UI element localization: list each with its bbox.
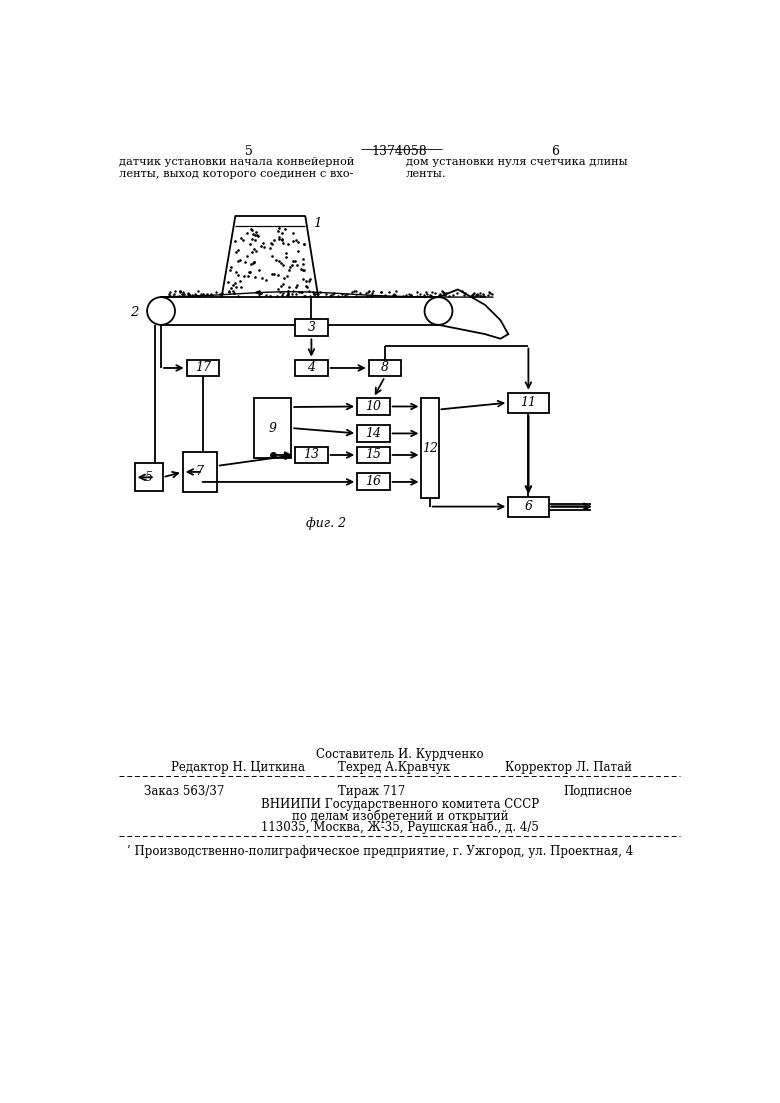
Text: 5: 5 (144, 471, 153, 484)
Bar (183, 452, 217, 492)
Text: Составитель И. Курдченко: Составитель И. Курдченко (316, 748, 484, 761)
Text: 2: 2 (130, 306, 139, 319)
Text: 11: 11 (520, 396, 537, 409)
Bar (509, 393, 548, 413)
Text: ленты, выход которого соединен с вхо-: ленты, выход которого соединен с вхо- (119, 169, 353, 179)
Text: 13: 13 (303, 449, 319, 461)
Text: ВНИИПИ Государственного комитета СССР: ВНИИПИ Государственного комитета СССР (261, 797, 539, 811)
Text: 10: 10 (365, 400, 381, 413)
Text: датчик установки начала конвейерной: датчик установки начала конвейерной (119, 157, 355, 167)
Text: 15: 15 (365, 449, 381, 461)
Text: 7: 7 (196, 465, 204, 479)
Text: Корректор Л. Патай: Корректор Л. Патай (505, 761, 633, 774)
Text: 3: 3 (307, 321, 315, 334)
Text: 17: 17 (195, 362, 211, 375)
Text: Подписное: Подписное (563, 784, 633, 797)
Text: фиг. 2: фиг. 2 (306, 517, 346, 531)
Bar (357, 425, 390, 442)
Text: 16: 16 (365, 475, 381, 489)
Text: ленты.: ленты. (406, 169, 447, 179)
Text: дом установки нуля счетчика длины: дом установки нуля счетчика длины (406, 157, 628, 167)
Text: 6: 6 (551, 144, 558, 158)
Text: 1: 1 (313, 216, 321, 229)
Bar (295, 360, 328, 376)
Bar (254, 398, 291, 458)
Bar (295, 447, 328, 463)
Text: Редактор Н. Циткина: Редактор Н. Циткина (171, 761, 305, 774)
Text: по делам изобретений и открытий: по делам изобретений и открытий (292, 810, 508, 823)
Bar (357, 398, 390, 415)
Bar (369, 360, 401, 376)
Bar (357, 473, 390, 491)
Text: 113035, Москва, Ж-35, Раушская наб., д. 4/5: 113035, Москва, Ж-35, Раушская наб., д. … (261, 821, 539, 834)
Text: Техред А.Кравчук: Техред А.Кравчук (338, 761, 450, 774)
Text: 5: 5 (245, 144, 253, 158)
Bar (295, 320, 328, 336)
Bar (421, 398, 438, 499)
Bar (135, 463, 162, 491)
Text: 1374058: 1374058 (372, 144, 427, 158)
Text: 4: 4 (307, 362, 315, 375)
Text: Тираж 717: Тираж 717 (338, 784, 405, 797)
Text: 9: 9 (268, 421, 277, 435)
Text: 8: 8 (381, 362, 389, 375)
Bar (186, 360, 219, 376)
Text: 14: 14 (365, 427, 381, 440)
Text: 6: 6 (524, 500, 533, 513)
Bar (509, 496, 548, 516)
Text: 12: 12 (422, 441, 438, 454)
Text: Заказ 563/37: Заказ 563/37 (144, 784, 225, 797)
Text: ’ Производственно-полиграфическое предприятие, г. Ужгород, ул. Проектная, 4: ’ Производственно-полиграфическое предпр… (127, 845, 633, 858)
Bar (357, 447, 390, 463)
